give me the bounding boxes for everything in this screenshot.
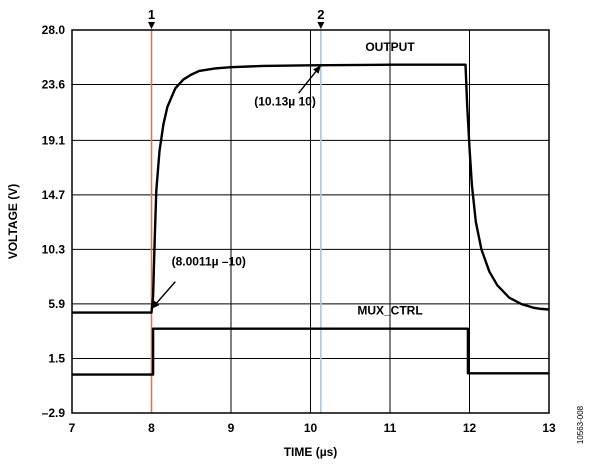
cursor-label-1: 1 (148, 7, 155, 22)
series-labels: OUTPUT MUX_CTRL (357, 40, 422, 317)
y-tick-label: –2.9 (42, 406, 66, 420)
annotation-label: (8.0011µ –10) (172, 255, 246, 269)
y-axis-title: VOLTAGE (V) (6, 184, 20, 260)
y-tick-labels: –2.9 1.5 5.9 10.3 14.7 19.1 23.6 28.0 (42, 23, 66, 420)
series-label-mux_ctrl: MUX_CTRL (357, 303, 422, 317)
x-tick-labels: 7 8 9 10 11 12 13 (69, 421, 556, 435)
cursor-marker-2 (317, 22, 325, 29)
annotation-label: (10.13µ 10) (254, 95, 316, 109)
y-tick-label: 23.6 (42, 78, 66, 92)
annotations: (10.13µ 10) (8.0011µ –10) (150, 64, 322, 310)
series-lines (72, 63, 550, 376)
y-tick-label: 1.5 (48, 351, 65, 365)
x-tick-label: 12 (463, 421, 477, 435)
x-axis-title: TIME (µs) (284, 445, 338, 459)
y-tick-label: 10.3 (42, 242, 66, 256)
y-tick-label: 19.1 (42, 133, 66, 147)
x-tick-label: 11 (384, 421, 397, 435)
figure-code: 10563-008 (576, 405, 585, 444)
x-tick-label: 8 (148, 421, 155, 435)
series-label-output: OUTPUT (365, 40, 415, 54)
series-line-mux_ctrl (72, 327, 549, 376)
y-tick-label: 14.7 (42, 188, 66, 202)
grid (72, 30, 549, 413)
x-tick-label: 10 (304, 421, 318, 435)
series-line-output (72, 63, 550, 314)
x-tick-label: 13 (542, 421, 556, 435)
plot-border (71, 29, 550, 414)
x-tick-label: 7 (69, 421, 76, 435)
annotation-arrowhead (151, 300, 160, 309)
cursor-label-2: 2 (317, 7, 324, 22)
y-tick-label: 5.9 (48, 297, 65, 311)
cursor-marker-1 (148, 22, 155, 29)
annotation-arrowhead (313, 65, 321, 74)
x-tick-label: 9 (228, 421, 235, 435)
y-tick-label: 28.0 (42, 23, 66, 37)
